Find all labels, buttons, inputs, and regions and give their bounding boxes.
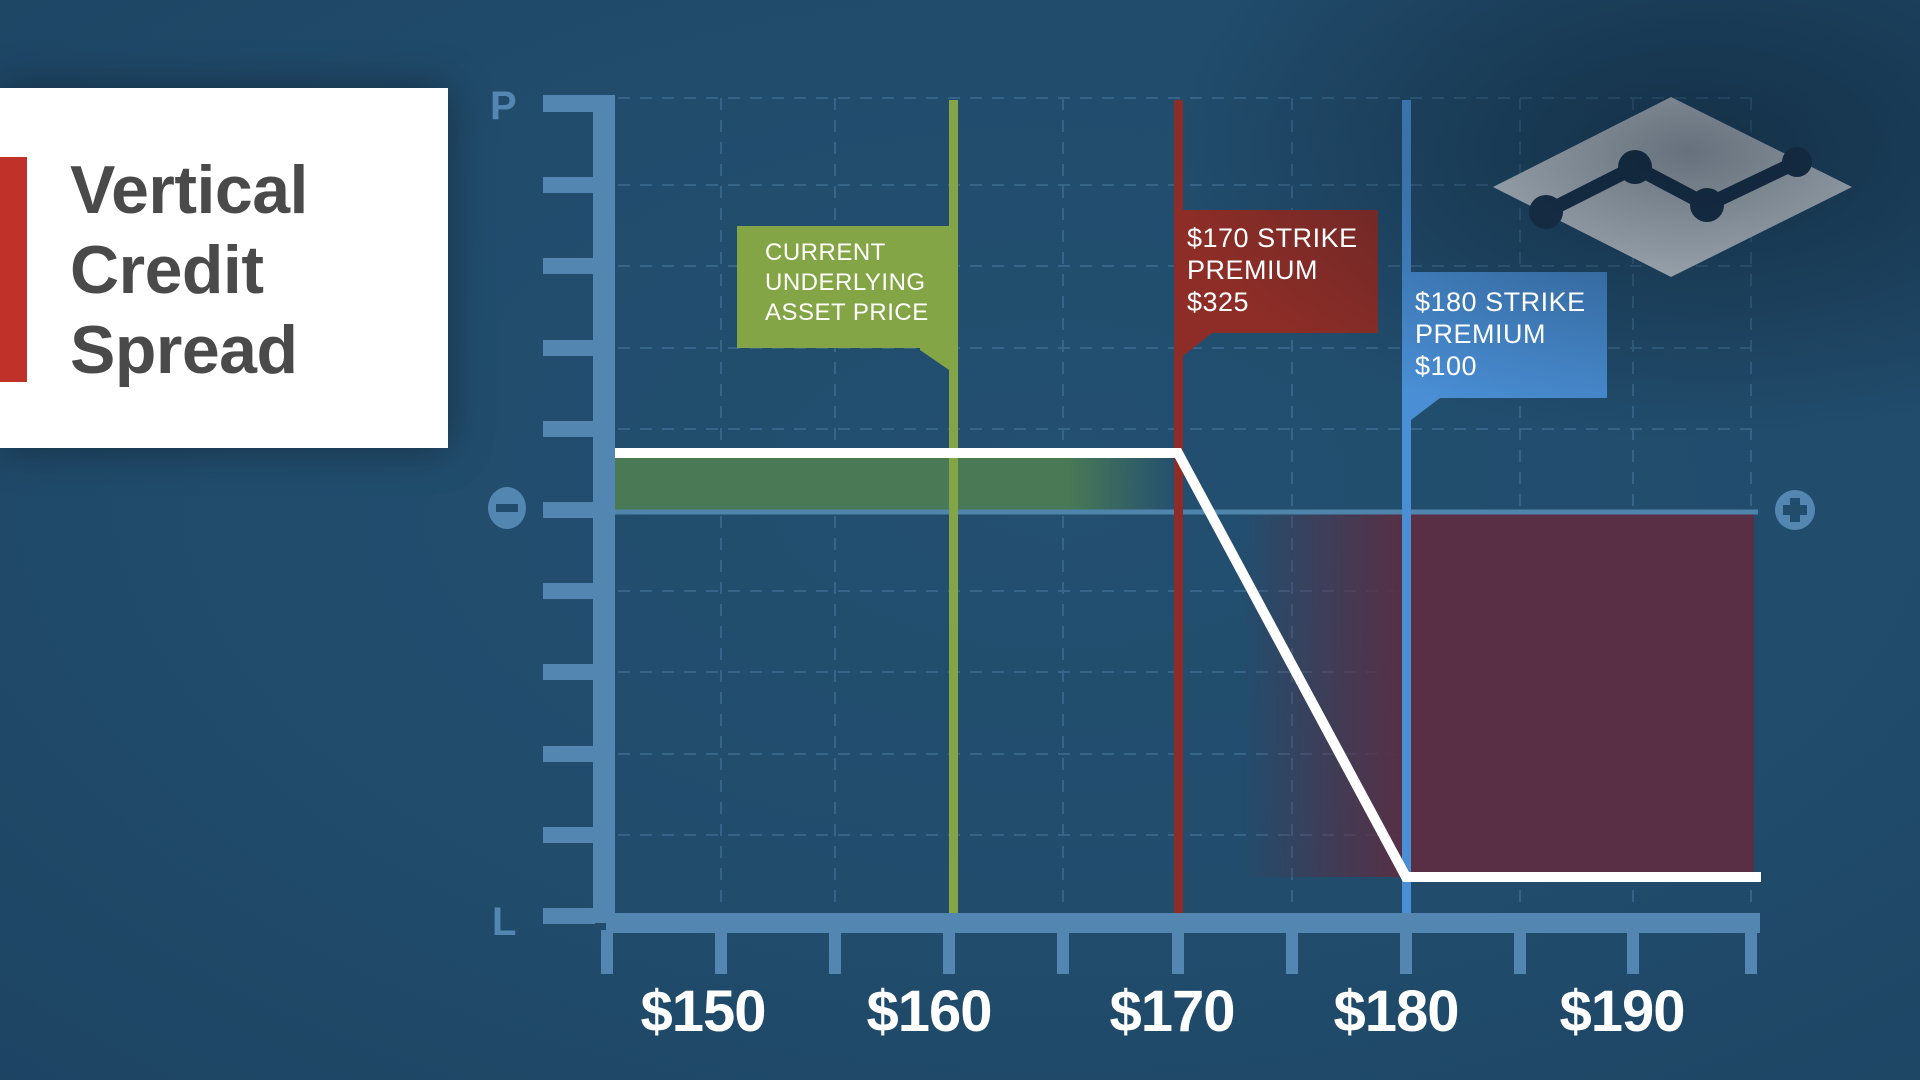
- title-line: Vertical: [70, 152, 308, 228]
- x-tick-label: $170: [1109, 979, 1235, 1044]
- long-strike-label: $180 STRIKE PREMIUM $100: [1415, 287, 1586, 381]
- minus-circle-icon: [488, 487, 526, 529]
- max-loss-zone: [1406, 514, 1754, 877]
- current-price-line: [949, 100, 958, 913]
- title-card: Vertical Credit Spread: [0, 88, 448, 448]
- x-axis: [601, 913, 1760, 974]
- short-strike-label: $170 STRIKE PREMIUM $325: [1187, 223, 1358, 317]
- page-title: Vertical Credit Spread: [70, 150, 308, 390]
- x-tick-label: $150: [640, 979, 766, 1044]
- current-price-label: CURRENT UNDERLYING ASSET PRICE: [765, 239, 929, 326]
- title-line: Spread: [70, 312, 298, 388]
- y-axis-loss-label: L: [492, 900, 517, 944]
- plus-circle-icon: [1775, 490, 1815, 530]
- y-axis: [543, 95, 615, 924]
- isometric-chart-logo-icon: [1493, 97, 1852, 277]
- x-tick-label: $160: [866, 979, 992, 1044]
- title-accent-bar: [0, 157, 27, 382]
- long-strike-line: [1402, 100, 1411, 913]
- max-profit-zone: [615, 453, 1178, 512]
- x-tick-label: $180: [1333, 979, 1459, 1044]
- y-axis-profit-label: P: [490, 84, 517, 128]
- title-line: Credit: [70, 232, 264, 308]
- short-strike-line: [1174, 100, 1183, 913]
- x-tick-label: $190: [1559, 979, 1685, 1044]
